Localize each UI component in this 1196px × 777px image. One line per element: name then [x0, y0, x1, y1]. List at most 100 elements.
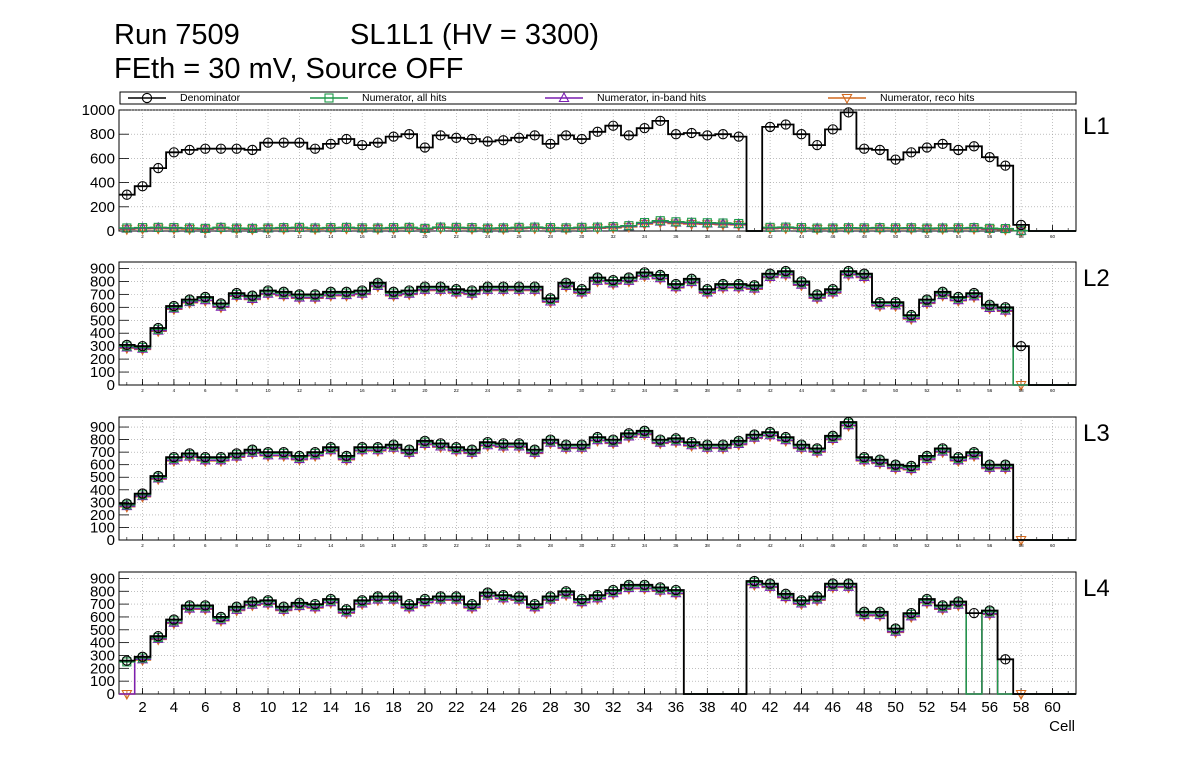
- data-point: [278, 288, 290, 300]
- data-point: [780, 268, 792, 279]
- y-tick-label: 600: [90, 457, 115, 474]
- data-point: [984, 605, 995, 616]
- data-point: [764, 270, 776, 281]
- data-point: [608, 584, 619, 596]
- data-point: [922, 223, 932, 233]
- y-tick-label: 100: [90, 519, 115, 536]
- data-point: [372, 137, 384, 148]
- data-point: [795, 278, 807, 289]
- data-point: [874, 299, 886, 310]
- data-point: [671, 217, 681, 227]
- data-point: [623, 581, 635, 593]
- data-point: [544, 593, 556, 604]
- data-point: [247, 144, 258, 156]
- data-point: [1000, 302, 1011, 313]
- title-chamber: SL1L1 (HV = 3300): [350, 19, 599, 51]
- data-point: [184, 600, 195, 611]
- data-point: [968, 141, 980, 152]
- data-point: [419, 593, 431, 605]
- y-tick-label: 700: [90, 286, 115, 303]
- data-point: [655, 582, 666, 593]
- legend-marker: [324, 93, 334, 103]
- data-point: [874, 454, 886, 465]
- data-point: [451, 284, 462, 295]
- x-tick-label-small: 60: [1050, 388, 1056, 393]
- data-point: [309, 598, 321, 610]
- x-tick-label: 34: [636, 699, 653, 716]
- data-point: [545, 434, 556, 445]
- data-point: [592, 126, 603, 137]
- y-tick-label: 100: [90, 673, 115, 690]
- data-point: [388, 288, 400, 300]
- data-point: [858, 454, 870, 465]
- data-point: [341, 286, 352, 297]
- legend-marker: [558, 91, 570, 103]
- data-point: [498, 438, 509, 449]
- x-tick-label-small: 48: [862, 388, 868, 393]
- data-point: [262, 446, 274, 458]
- data-point: [984, 152, 995, 163]
- data-point: [639, 267, 650, 278]
- data-point: [952, 598, 964, 609]
- data-point: [325, 596, 337, 607]
- data-point: [309, 143, 321, 154]
- series-step-line: [119, 219, 1076, 232]
- data-point: [670, 587, 682, 598]
- data-point: [137, 223, 148, 233]
- x-tick-label-small: 32: [611, 543, 617, 548]
- x-tick-label-small: 60: [1050, 543, 1056, 548]
- x-tick-label-small: 56: [987, 543, 993, 548]
- data-point: [702, 439, 713, 450]
- data-point: [717, 129, 729, 140]
- data-point: [545, 591, 556, 602]
- x-tick-label: 52: [919, 699, 936, 716]
- x-tick-label-small: 34: [642, 543, 648, 548]
- data-point: [153, 631, 164, 642]
- data-point: [717, 281, 729, 292]
- data-point: [356, 444, 368, 455]
- data-point: [890, 296, 901, 308]
- data-point: [999, 461, 1011, 472]
- data-point: [137, 181, 148, 192]
- data-point: [748, 282, 760, 293]
- x-tick-label: 32: [605, 699, 622, 716]
- data-point: [874, 608, 886, 620]
- data-point: [309, 601, 321, 612]
- data-point: [168, 614, 180, 625]
- data-point: [842, 268, 855, 279]
- data-point: [701, 441, 713, 452]
- x-tick-label-small: 38: [705, 543, 711, 548]
- data-point: [325, 288, 337, 300]
- data-point: [843, 416, 854, 428]
- x-tick-label-small: 4: [173, 543, 176, 548]
- data-point: [450, 444, 462, 455]
- data-point: [294, 137, 305, 148]
- data-point: [639, 581, 651, 593]
- data-point: [184, 144, 195, 156]
- data-point: [482, 439, 494, 450]
- data-point: [984, 459, 995, 470]
- data-point: [811, 139, 823, 151]
- data-point: [921, 296, 933, 307]
- data-point: [843, 223, 854, 233]
- data-point: [623, 274, 635, 285]
- data-point: [781, 222, 791, 232]
- data-point: [827, 430, 838, 441]
- data-point: [968, 449, 980, 460]
- data-point: [215, 454, 227, 465]
- x-tick-label-small: 8: [235, 234, 238, 239]
- data-point: [875, 223, 885, 233]
- data-point: [764, 580, 776, 591]
- data-point: [199, 294, 211, 305]
- data-point: [639, 122, 650, 134]
- data-point: [748, 431, 760, 442]
- data-point: [827, 284, 838, 295]
- data-point: [953, 144, 964, 156]
- data-point: [921, 450, 933, 462]
- data-point: [168, 300, 180, 312]
- data-point: [293, 599, 305, 611]
- data-point: [513, 281, 525, 292]
- data-point: [247, 596, 258, 607]
